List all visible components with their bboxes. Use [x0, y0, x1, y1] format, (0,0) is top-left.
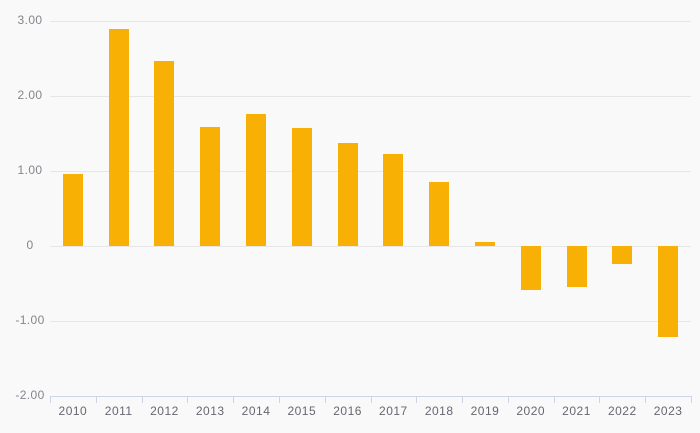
x-axis-label-2015: 2015	[287, 404, 317, 418]
y-gridline-2.00	[50, 96, 691, 97]
x-axis-label-2021: 2021	[562, 404, 591, 418]
x-axis-label-2010: 2010	[58, 404, 88, 418]
x-axis-tick	[645, 396, 647, 403]
x-axis-label-2022: 2022	[607, 404, 637, 418]
x-axis-label-2011: 2011	[104, 404, 133, 418]
x-axis-tick	[507, 396, 509, 403]
bar-2018[interactable]	[429, 181, 450, 246]
x-axis-tick	[370, 396, 372, 403]
bar-2019[interactable]	[474, 242, 495, 246]
x-axis-tick	[599, 396, 601, 403]
y-axis-tick-label: 0	[26, 238, 34, 252]
x-axis-label-2023: 2023	[653, 404, 683, 418]
bar-2016[interactable]	[337, 142, 358, 246]
x-axis-tick	[278, 396, 280, 403]
bar-2012[interactable]	[154, 60, 175, 246]
x-axis-label-2016: 2016	[333, 404, 362, 418]
y-gridline-0	[50, 246, 691, 247]
y-gridline-3.00	[50, 21, 691, 22]
x-axis-label-2018: 2018	[424, 404, 454, 418]
x-axis-label-2014: 2014	[241, 404, 271, 418]
y-axis-tick-label: -1.00	[15, 313, 45, 327]
y-axis-tick-label: 1.00	[17, 163, 43, 177]
x-axis-label-2020: 2020	[516, 404, 546, 418]
y-axis-tick-label: 3.00	[17, 13, 43, 27]
x-axis-label-2013: 2013	[195, 404, 225, 418]
x-axis-tick	[95, 396, 97, 403]
y-gridline--1.00	[50, 321, 691, 322]
x-axis-tick	[462, 396, 464, 403]
bar-2017[interactable]	[383, 153, 404, 246]
x-axis-label-2019: 2019	[470, 404, 500, 418]
bar-2020[interactable]	[520, 246, 541, 291]
x-axis-tick	[324, 396, 326, 403]
x-axis-tick	[233, 396, 235, 403]
y-gridline-1.00	[50, 171, 691, 172]
x-axis-tick	[691, 396, 692, 403]
bar-2021[interactable]	[566, 246, 587, 287]
x-axis-tick	[187, 396, 189, 403]
bar-2010[interactable]	[62, 174, 83, 246]
x-axis-label-2012: 2012	[150, 404, 179, 418]
y-axis-tick-label: -2.00	[15, 388, 45, 402]
x-axis-label-2017: 2017	[379, 404, 408, 418]
bar-2023[interactable]	[658, 246, 679, 337]
bar-2015[interactable]	[291, 128, 312, 246]
x-axis-tick	[553, 396, 555, 403]
y-axis-tick-label: 2.00	[17, 88, 43, 102]
x-axis-tick	[416, 396, 418, 403]
x-axis-tick	[141, 396, 143, 403]
bar-2022[interactable]	[612, 246, 633, 264]
bar-2011[interactable]	[108, 29, 129, 246]
bar-2013[interactable]	[200, 126, 221, 246]
x-axis-tick	[50, 396, 51, 403]
bar-2014[interactable]	[246, 114, 267, 246]
